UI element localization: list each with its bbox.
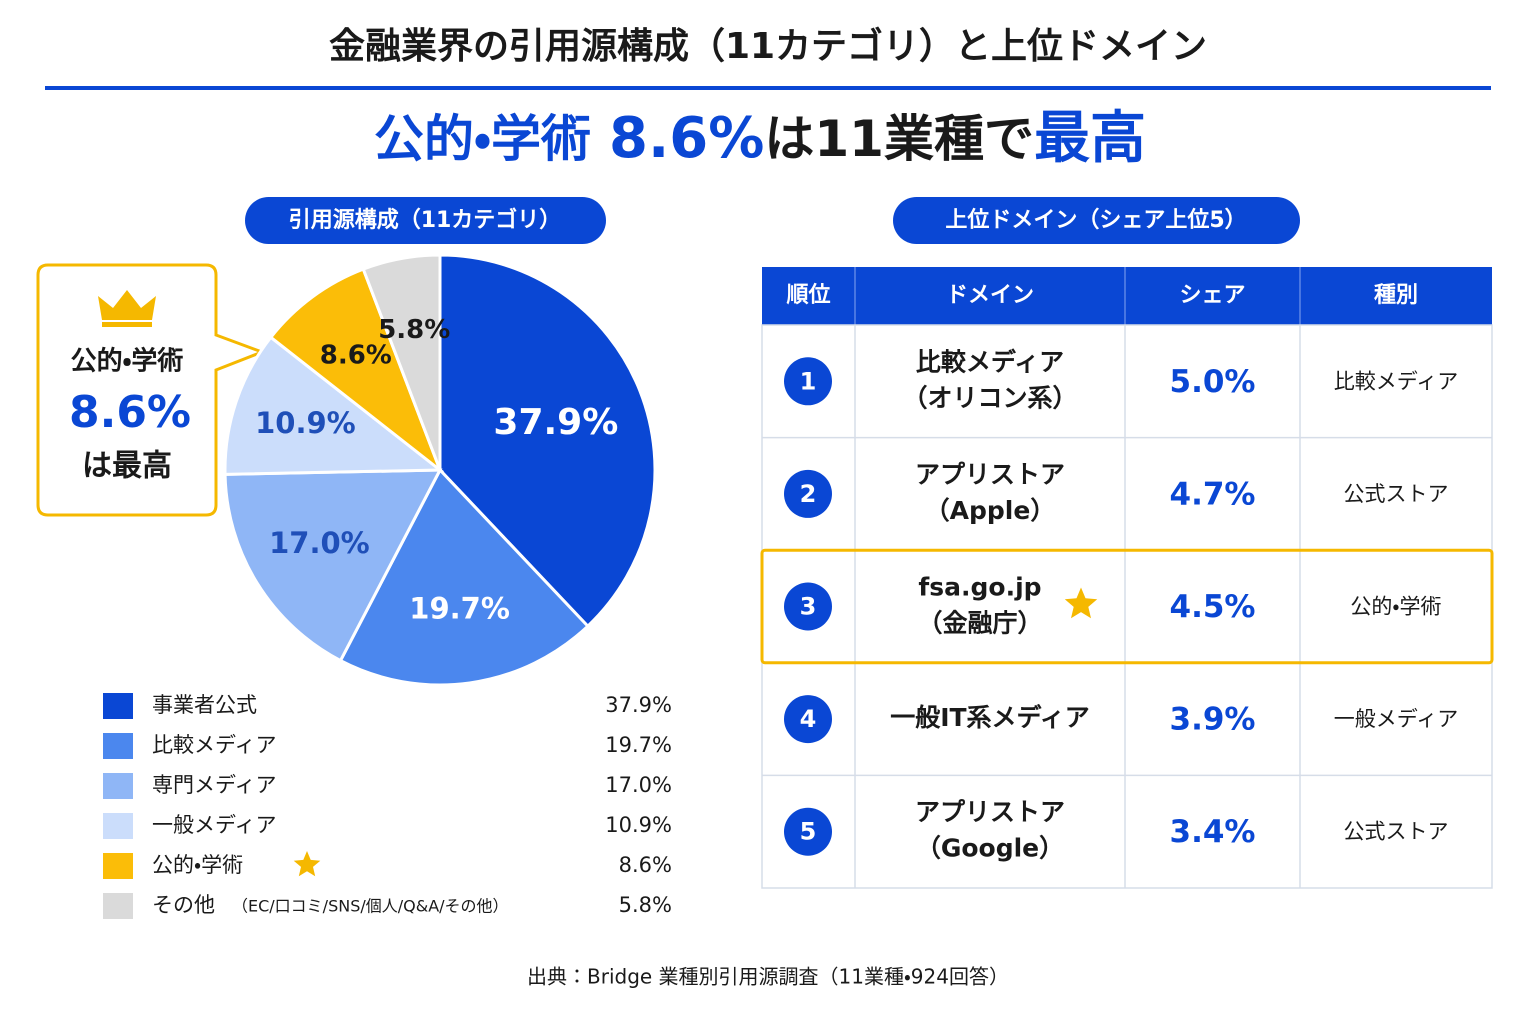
legend-value: 5.8% xyxy=(619,893,672,917)
callout-label: 公的・学術 xyxy=(71,346,184,377)
rank-number: 4 xyxy=(800,705,817,733)
share-value: 3.4% xyxy=(1170,814,1256,850)
rank-number: 5 xyxy=(800,818,817,846)
rank-badge xyxy=(784,695,832,744)
table-header-bg xyxy=(762,267,1492,325)
legend-label: 一般メディア xyxy=(152,813,277,837)
crown-base xyxy=(102,322,152,327)
rank-number: 2 xyxy=(800,480,817,508)
share-value: 4.7% xyxy=(1170,476,1256,512)
pie-label: 5.8% xyxy=(378,315,450,345)
legend-value: 19.7% xyxy=(605,733,672,757)
source-note: 出典：Bridge 業種別引用源調査（11業種・924回答） xyxy=(527,965,1009,989)
legend-label: 比較メディア xyxy=(152,733,277,757)
rank-badge xyxy=(784,582,832,631)
legend-swatch xyxy=(103,773,133,799)
domain-name: （金融庁） xyxy=(917,609,1042,638)
pie-label: 37.9% xyxy=(493,402,618,443)
legend-swatch xyxy=(103,733,133,759)
legend-value: 17.0% xyxy=(605,773,672,797)
pie-title: 引用源構成（11カテゴリ） xyxy=(289,207,562,233)
legend-note: （EC/口コミ/SNS/個人/Q&A/その他） xyxy=(232,897,509,916)
rank-number: 3 xyxy=(800,593,817,621)
legend-star xyxy=(293,851,321,877)
table-header-cell: 順位 xyxy=(786,282,830,308)
domain-name: （オリコン系） xyxy=(902,383,1077,412)
kind-label: 公式ストア xyxy=(1344,482,1449,506)
headline-part: 公的・学術 xyxy=(374,110,591,168)
pie-label: 19.7% xyxy=(409,592,510,626)
share-value: 4.5% xyxy=(1170,589,1256,625)
legend-value: 8.6% xyxy=(619,853,672,877)
kind-label: 比較メディア xyxy=(1334,369,1459,393)
domain-star xyxy=(1064,587,1098,619)
page-title: 金融業界の引用源構成（11カテゴリ）と上位ドメイン xyxy=(329,25,1207,67)
pie-label: 10.9% xyxy=(255,406,356,440)
pie-slice xyxy=(361,253,442,471)
pie-slice xyxy=(268,267,444,475)
legend-value: 37.9% xyxy=(605,693,672,717)
legend-swatch xyxy=(103,893,133,919)
domain-name: 比較メディア xyxy=(916,347,1064,376)
legend-label: 公的・学術 xyxy=(152,853,243,877)
headline-part: は11業種で xyxy=(764,110,1034,168)
rank-badge xyxy=(784,807,832,856)
table-header-cell: 種別 xyxy=(1374,283,1418,308)
legend-swatch xyxy=(103,853,133,879)
share-value: 3.9% xyxy=(1170,702,1256,738)
domain-name: 一般IT系メディア xyxy=(890,703,1090,732)
callout-value: 8.6% xyxy=(69,387,191,438)
domain-name: （Apple） xyxy=(925,496,1056,525)
headline: 公的・学術 8.6%は11業種で最高 xyxy=(374,106,1146,171)
domain-name: fsa.go.jp xyxy=(918,573,1041,602)
kind-label: 一般メディア xyxy=(1334,707,1459,731)
table-title: 上位ドメイン（シェア上位5） xyxy=(945,207,1246,233)
domain-name: アプリストア xyxy=(915,460,1065,489)
pie-slice xyxy=(338,467,590,687)
domain-name: （Google） xyxy=(916,834,1064,863)
pie-slice xyxy=(438,253,657,629)
table-header-cell: シェア xyxy=(1179,283,1245,308)
legend-swatch xyxy=(103,813,133,839)
table-border xyxy=(761,324,1493,889)
share-value: 5.0% xyxy=(1170,364,1256,400)
pie-label: 17.0% xyxy=(269,526,370,560)
table-header-cell: ドメイン xyxy=(946,283,1034,308)
crown-icon xyxy=(98,290,156,320)
title-rule xyxy=(45,86,1491,90)
pie-slice xyxy=(223,468,443,663)
kind-label: 公式ストア xyxy=(1344,820,1449,844)
headline-part: 最高 xyxy=(1034,106,1146,171)
highlight-row xyxy=(760,548,1494,665)
callout-suffix: は最高 xyxy=(82,449,172,484)
legend-value: 10.9% xyxy=(605,813,672,837)
rank-number: 1 xyxy=(800,367,817,395)
legend-label: その他 xyxy=(152,893,215,917)
pie-title-pill xyxy=(245,197,606,244)
callout-box xyxy=(36,263,267,517)
rank-badge xyxy=(784,357,832,406)
kind-label: 公的・学術 xyxy=(1350,595,1441,619)
legend-swatch xyxy=(103,693,133,719)
legend-label: 事業者公式 xyxy=(152,693,257,717)
pie-slice xyxy=(223,335,445,476)
legend-label: 専門メディア xyxy=(152,773,277,797)
pie-label: 8.6% xyxy=(320,340,392,370)
rank-badge xyxy=(784,469,832,518)
headline-part: 8.6% xyxy=(609,106,764,171)
domain-name: アプリストア xyxy=(915,798,1065,827)
table-title-pill xyxy=(893,197,1300,244)
